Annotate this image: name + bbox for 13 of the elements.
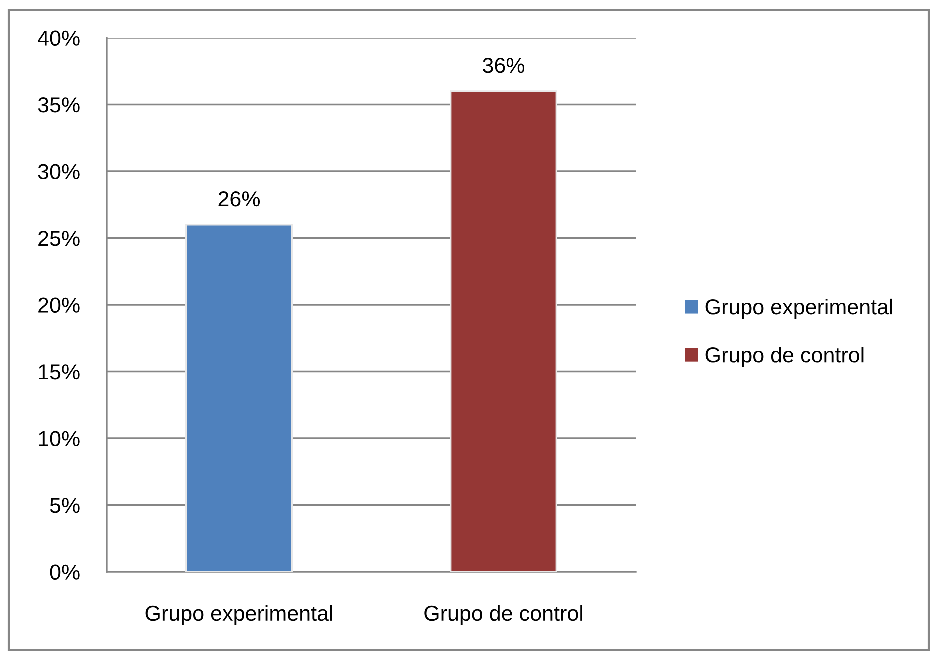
y-tick-label: 35% — [38, 98, 80, 113]
y-tick-label: 15% — [39, 364, 80, 380]
data-label: 36% — [483, 58, 525, 74]
y-tick-label: 10% — [39, 431, 80, 447]
y-tick-label: 40% — [38, 30, 80, 46]
legend-label: Grupo de control — [706, 346, 864, 368]
y-tick-label: 25% — [38, 231, 80, 246]
y-tick-label: 30% — [38, 164, 80, 180]
y-tick-label: 20% — [38, 298, 80, 314]
legend-label: Grupo experimental — [706, 298, 892, 320]
data-label: 26% — [218, 192, 260, 207]
y-tick-label: 0% — [50, 564, 80, 580]
y-tick-label: 5% — [50, 498, 80, 514]
